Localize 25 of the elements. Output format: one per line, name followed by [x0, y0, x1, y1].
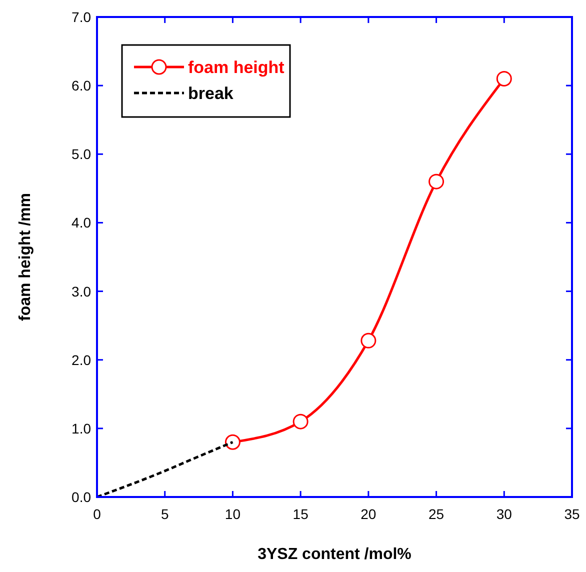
y-tick-label: 4.0 — [72, 214, 92, 231]
legend-label: break — [188, 84, 234, 103]
y-tick-label: 6.0 — [72, 78, 92, 94]
y-tick-label: 5.0 — [72, 146, 92, 162]
point — [496, 70, 512, 86]
point — [428, 174, 444, 190]
x-tick-label: 10 — [224, 506, 241, 522]
y-axis-title: foam height /mm — [17, 192, 34, 322]
legend-label: foam height — [188, 58, 285, 77]
x-tick-label: 0 — [93, 506, 102, 522]
x-tick-label: 35 — [564, 506, 580, 522]
x-tick-label: 30 — [496, 506, 512, 522]
y-tick-label: 1.0 — [72, 420, 92, 436]
y-tick-label: 0.0 — [72, 489, 92, 505]
y-tick-label: 7.0 — [72, 9, 92, 25]
x-tick-label: 15 — [292, 506, 309, 522]
y-tick-label: 2.0 — [72, 352, 92, 368]
x-tick-label: 25 — [428, 506, 444, 522]
x-tick-label: 20 — [360, 506, 376, 522]
point — [292, 414, 308, 430]
point — [360, 332, 376, 348]
x-axis-title: 3YSZ content /mol% — [258, 546, 412, 563]
y-tick-label: 3.0 — [72, 283, 92, 300]
point — [224, 434, 240, 450]
x-tick-label: 5 — [160, 506, 169, 522]
